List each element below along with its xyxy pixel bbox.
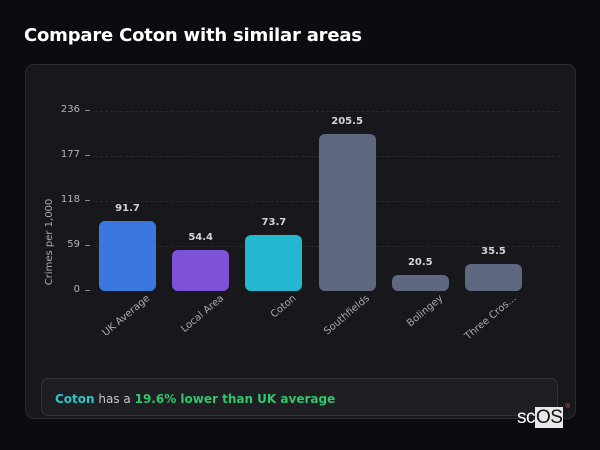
bar-value-label: 205.5 [331,116,363,128]
bar-value-label: 91.7 [115,203,140,215]
y-tick-label: 236 [50,104,90,115]
gridline [95,111,560,112]
bar-coton[interactable] [245,234,303,291]
registered-mark-icon: ® [565,404,570,410]
bar-local-area[interactable] [172,249,230,291]
bar-uk-average[interactable] [99,221,156,291]
y-tick-mark [85,245,90,246]
y-tick-label: 0 [50,284,90,295]
logo-box: OS [535,407,564,428]
bar-bolingey[interactable] [391,275,449,291]
page-title: Compare Coton with similar areas [24,25,362,46]
summary-middle: has a [94,392,135,406]
y-tick-mark [85,110,90,111]
summary-stat: 19.6% lower than UK average [134,392,336,406]
bar-southfields[interactable] [318,134,376,291]
y-tick-mark [85,290,90,291]
bar-value-label: 54.4 [188,231,214,243]
summary-text: Coton has a 19.6% lower than UK average [55,392,335,406]
y-tick-label: 59 [50,239,90,250]
summary-callout: Coton has a 19.6% lower than UK average [41,378,558,416]
bar-value-label: 73.7 [261,216,287,228]
brand-logo: scOS ® [517,404,570,429]
bar-value-label: 35.5 [481,245,506,257]
y-tick-label: 177 [50,149,90,160]
bar-three-cros[interactable] [465,263,522,291]
y-tick-mark [85,200,90,201]
logo-prefix: sc [517,407,536,428]
y-tick-label: 118 [50,194,90,205]
y-tick-mark [85,155,90,156]
summary-area-name: Coton [55,392,95,406]
bar-value-label: 20.5 [407,257,433,269]
